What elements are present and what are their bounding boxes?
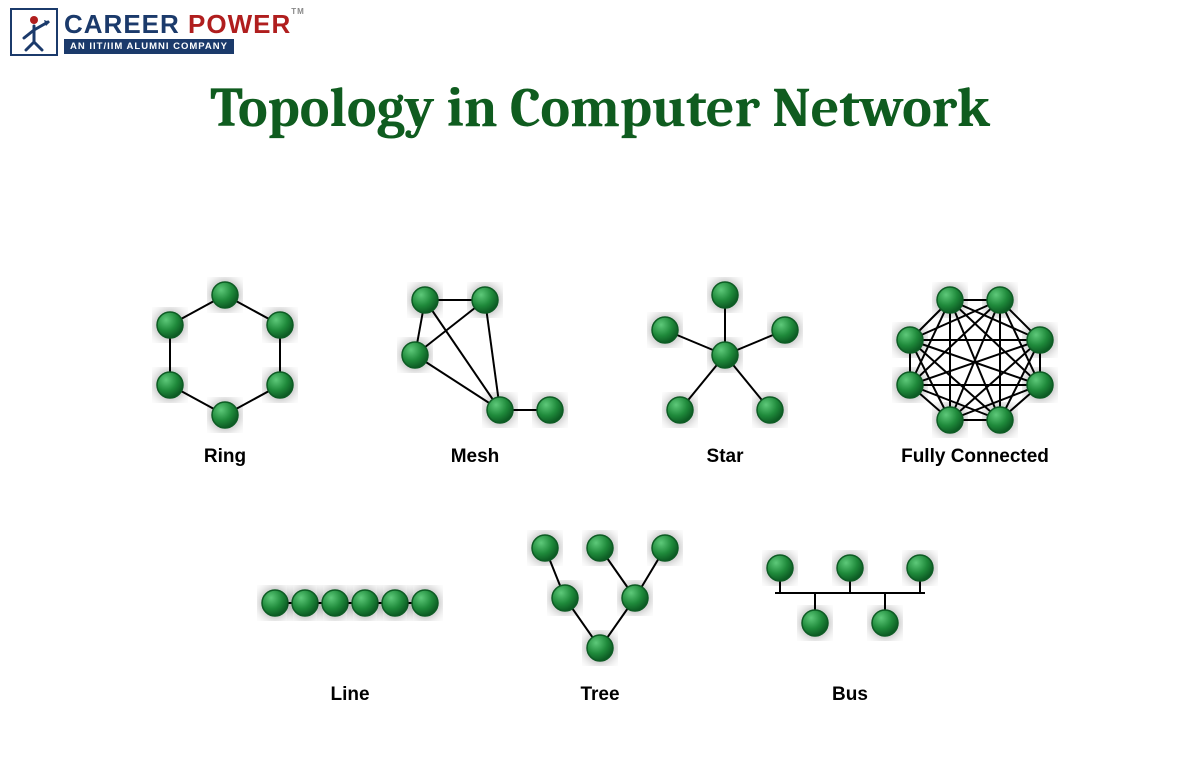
topology-diagrams: Ring Mesh Star Fully Connected Line: [0, 270, 1200, 706]
diagram-row-2: Line Tree Bus: [0, 508, 1200, 706]
logo-text: CAREER POWERTM AN IIT/IIM ALUMNI COMPANY: [64, 11, 305, 54]
logo-icon: [10, 8, 58, 56]
topology-mesh-svg: [380, 270, 570, 440]
brand-logo: CAREER POWERTM AN IIT/IIM ALUMNI COMPANY: [10, 8, 305, 56]
topology-fully-connected: Fully Connected: [880, 270, 1070, 468]
topology-ring-label: Ring: [204, 446, 246, 468]
person-arrow-icon: [14, 12, 54, 52]
topology-bus-svg: [755, 508, 945, 678]
topology-mesh-label: Mesh: [451, 446, 500, 468]
topology-star-label: Star: [707, 446, 744, 468]
topology-line-label: Line: [330, 684, 369, 706]
topology-line: Line: [255, 508, 445, 706]
topology-fully-connected-svg: [880, 270, 1070, 440]
topology-star-svg: [630, 270, 820, 440]
diagram-row-1: Ring Mesh Star Fully Connected: [0, 270, 1200, 468]
topology-tree-label: Tree: [580, 684, 619, 706]
topology-star: Star: [630, 270, 820, 468]
logo-subtitle: AN IIT/IIM ALUMNI COMPANY: [64, 39, 234, 54]
topology-fully-connected-label: Fully Connected: [901, 446, 1049, 468]
topology-bus: Bus: [755, 508, 945, 706]
topology-ring: Ring: [130, 270, 320, 468]
logo-main-text: CAREER POWERTM: [64, 11, 305, 37]
page-title: Topology in Computer Network: [0, 72, 1200, 145]
topology-tree-svg: [505, 508, 695, 678]
logo-trademark: TM: [291, 7, 305, 16]
topology-bus-label: Bus: [832, 684, 868, 706]
logo-word-power: POWER: [180, 9, 291, 39]
topology-tree: Tree: [505, 508, 695, 706]
topology-line-svg: [255, 508, 445, 678]
topology-mesh: Mesh: [380, 270, 570, 468]
logo-word-career: CAREER: [64, 9, 180, 39]
topology-ring-svg: [130, 270, 320, 440]
